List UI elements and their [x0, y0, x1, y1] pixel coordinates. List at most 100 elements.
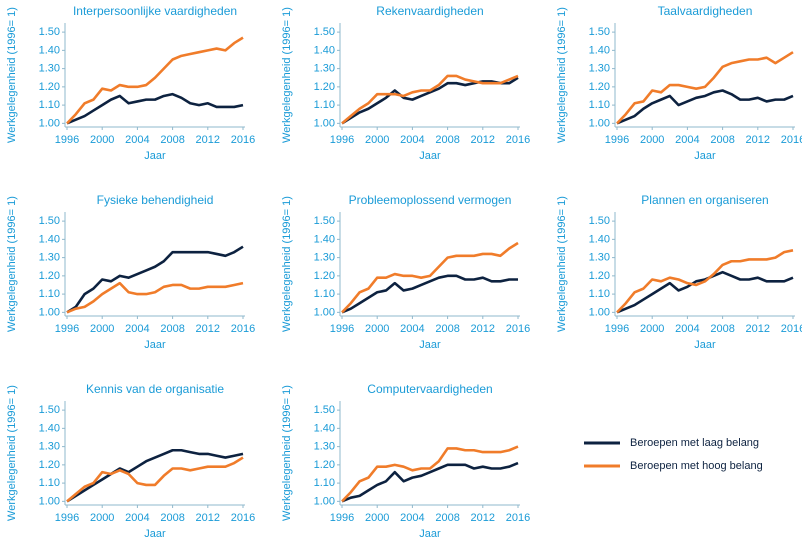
x-axis-label: Jaar — [419, 150, 441, 162]
x-axis-label: Jaar — [694, 339, 716, 351]
x-tick-label: 1996 — [55, 512, 79, 524]
x-tick-label: 2000 — [90, 134, 114, 146]
x-tick-label: 2008 — [435, 512, 459, 524]
x-tick-label: 2004 — [125, 134, 149, 146]
y-tick-label: 1.50 — [314, 215, 335, 227]
y-tick-label: 1.10 — [39, 288, 60, 300]
y-tick-label: 1.50 — [314, 26, 335, 38]
y-tick-label: 1.20 — [39, 270, 60, 282]
x-axis-label: Jaar — [419, 339, 441, 351]
legend-label: Beroepen met hoog belang — [630, 460, 763, 472]
x-tick-label: 2008 — [435, 134, 459, 146]
x-tick-label: 2016 — [506, 134, 530, 146]
x-tick-label: 2000 — [90, 323, 114, 335]
y-tick-label: 1.40 — [589, 233, 610, 245]
y-tick-label: 1.40 — [314, 422, 335, 434]
x-tick-label: 2008 — [710, 323, 734, 335]
chart-title: Probleemoplossend vermogen — [349, 193, 512, 207]
x-tick-label: 2000 — [365, 512, 389, 524]
series-line — [341, 76, 519, 125]
chart-title: Taalvaardigheden — [658, 4, 753, 18]
chart-title: Kennis van de organisatie — [86, 382, 224, 396]
y-tick-label: 1.20 — [314, 81, 335, 93]
y-tick-label: 1.00 — [589, 117, 610, 129]
series-line — [66, 448, 244, 503]
x-tick-label: 2000 — [365, 134, 389, 146]
y-tick-label: 1.40 — [39, 44, 60, 56]
y-axis-label: Werkgelegenheid (1996= 1) — [281, 196, 293, 332]
x-tick-label: 2012 — [196, 512, 220, 524]
y-tick-label: 1.10 — [314, 288, 335, 300]
x-tick-label: 1996 — [605, 134, 629, 146]
y-tick-label: 1.50 — [39, 26, 60, 38]
y-tick-label: 1.50 — [39, 215, 60, 227]
x-tick-label: 1996 — [330, 134, 354, 146]
y-tick-label: 1.40 — [39, 233, 60, 245]
x-tick-label: 2004 — [675, 323, 699, 335]
x-tick-label: 2000 — [365, 323, 389, 335]
y-tick-label: 1.40 — [314, 233, 335, 245]
y-tick-label: 1.00 — [39, 306, 60, 318]
x-tick-label: 2008 — [160, 512, 184, 524]
series-line — [341, 74, 519, 125]
y-axis-label: Werkgelegenheid (1996= 1) — [556, 7, 568, 143]
y-tick-label: 1.20 — [39, 81, 60, 93]
x-tick-label: 2012 — [471, 323, 495, 335]
chart-title: Fysieke behendigheid — [97, 193, 214, 207]
y-tick-label: 1.10 — [39, 477, 60, 489]
x-tick-label: 2004 — [400, 134, 424, 146]
x-axis-label: Jaar — [144, 339, 166, 351]
series-line — [341, 461, 519, 503]
x-axis-label: Jaar — [144, 528, 166, 540]
x-tick-label: 2008 — [160, 323, 184, 335]
y-tick-label: 1.30 — [589, 63, 610, 75]
y-tick-label: 1.40 — [589, 44, 610, 56]
x-tick-label: 1996 — [605, 323, 629, 335]
x-tick-label: 2016 — [231, 134, 255, 146]
y-tick-label: 1.10 — [314, 477, 335, 489]
series-line — [66, 245, 244, 314]
series-line — [616, 270, 794, 314]
series-line — [66, 92, 244, 125]
x-tick-label: 2004 — [400, 512, 424, 524]
y-tick-label: 1.00 — [314, 306, 335, 318]
y-tick-label: 1.10 — [589, 99, 610, 111]
chart-title: Computervaardigheden — [367, 382, 492, 396]
y-tick-label: 1.10 — [589, 288, 610, 300]
y-tick-label: 1.40 — [39, 422, 60, 434]
y-tick-label: 1.10 — [314, 99, 335, 111]
x-tick-label: 1996 — [55, 134, 79, 146]
x-tick-label: 2012 — [471, 134, 495, 146]
y-tick-label: 1.10 — [39, 99, 60, 111]
x-tick-label: 2012 — [746, 323, 770, 335]
series-line — [341, 274, 518, 314]
x-tick-label: 2012 — [196, 323, 220, 335]
x-tick-label: 2004 — [675, 134, 699, 146]
y-axis-label: Werkgelegenheid (1996= 1) — [281, 7, 293, 143]
x-tick-label: 2016 — [781, 134, 802, 146]
x-tick-label: 2012 — [471, 512, 495, 524]
y-tick-label: 1.00 — [39, 117, 60, 129]
y-tick-label: 1.50 — [39, 404, 60, 416]
series-line — [66, 36, 244, 125]
x-tick-label: 2008 — [435, 323, 459, 335]
x-tick-label: 1996 — [330, 323, 354, 335]
x-tick-label: 1996 — [55, 323, 79, 335]
x-tick-label: 2016 — [506, 512, 530, 524]
y-tick-label: 1.30 — [39, 252, 60, 264]
y-tick-label: 1.00 — [314, 495, 335, 507]
series-line — [616, 51, 794, 125]
legend-label: Beroepen met laag belang — [630, 437, 759, 449]
y-tick-label: 1.50 — [314, 404, 335, 416]
y-axis-label: Werkgelegenheid (1996= 1) — [6, 7, 18, 143]
x-tick-label: 1996 — [330, 512, 354, 524]
y-tick-label: 1.20 — [39, 459, 60, 471]
series-line — [341, 445, 519, 503]
x-axis-label: Jaar — [144, 150, 166, 162]
y-tick-label: 1.50 — [589, 215, 610, 227]
y-tick-label: 1.20 — [314, 459, 335, 471]
x-axis-label: Jaar — [419, 528, 441, 540]
x-tick-label: 2012 — [746, 134, 770, 146]
y-tick-label: 1.30 — [39, 441, 60, 453]
